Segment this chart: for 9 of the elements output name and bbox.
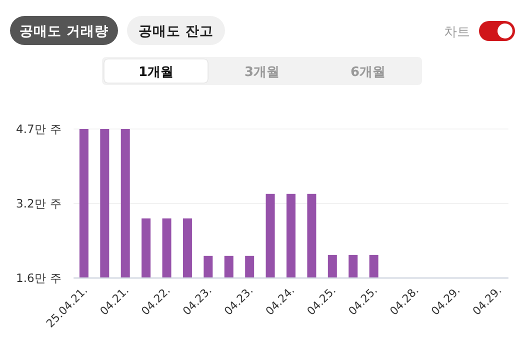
- button: 공매도 잔고: [127, 16, 225, 45]
- text: 차트: [444, 25, 470, 40]
- button: 공매도 거래량: [10, 16, 118, 45]
- y-tick-label: 4.7만 주: [16, 122, 62, 136]
- y-tick-label: 1.6만 주: [16, 271, 62, 285]
- text: 1개월: [138, 65, 174, 80]
- y-tick-label: 3.2만 주: [16, 196, 62, 210]
- text: 3개월: [244, 65, 280, 80]
- text: 6개월: [350, 65, 386, 80]
